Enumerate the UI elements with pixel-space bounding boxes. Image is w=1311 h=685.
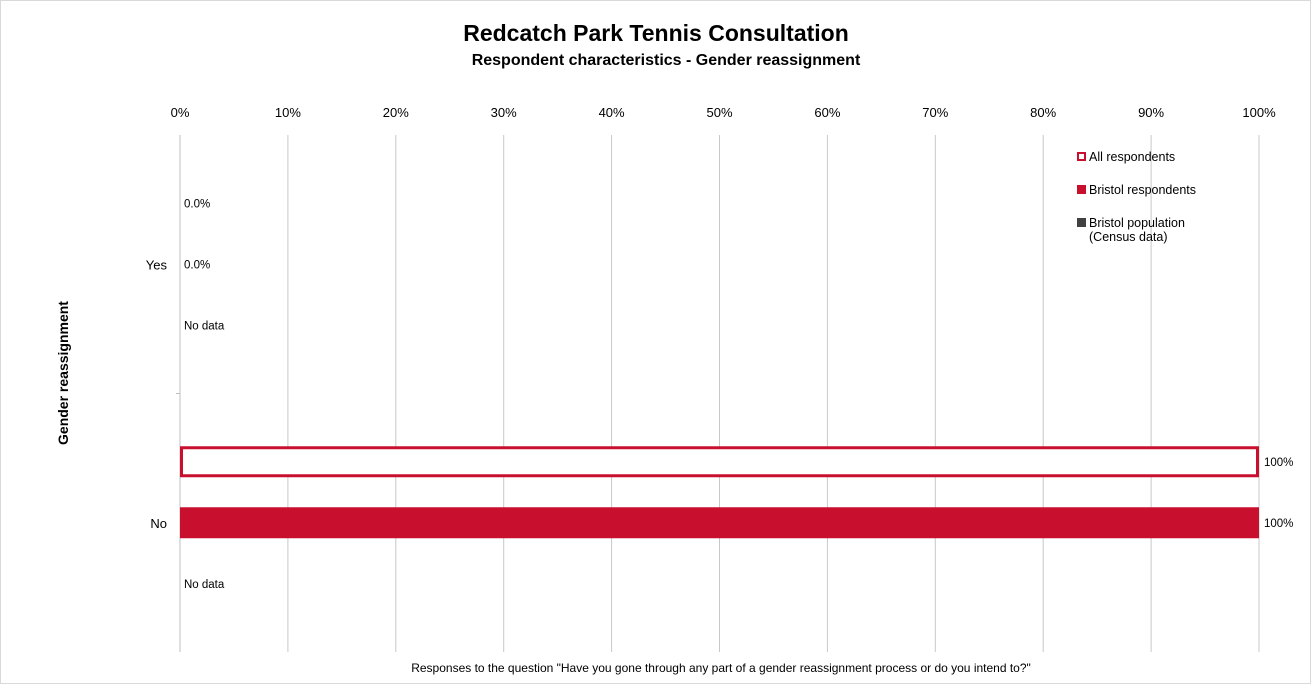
x-tick-label: 40% <box>599 105 625 120</box>
legend: All respondents Bristol respondents Bristo… <box>1077 150 1196 244</box>
y-axis-title: Gender reassignment <box>55 301 71 445</box>
x-tick-label: 60% <box>814 105 840 120</box>
legend-swatch <box>1077 185 1086 194</box>
legend-label: Bristol respondents <box>1089 183 1196 197</box>
data-label: No data <box>184 579 225 591</box>
x-tick-label: 30% <box>491 105 517 120</box>
x-tick-label: 70% <box>922 105 948 120</box>
data-label: 100% <box>1264 518 1293 530</box>
x-tick-label: 0% <box>171 105 190 120</box>
x-tick-labels: 0% 10% 20% 30% 40% 50% 60% 70% 80% 90% 100% <box>171 105 1276 120</box>
x-tick-label: 20% <box>383 105 409 120</box>
bar-1 <box>180 507 1259 539</box>
chart-subtitle: Respondent characteristics - Gender reas… <box>472 52 861 69</box>
x-axis-title: Responses to the question "Have you gone… <box>411 661 1031 675</box>
legend-label: (Census data) <box>1089 230 1168 244</box>
data-label: 0.0% <box>184 259 210 271</box>
data-label: 100% <box>1264 457 1293 469</box>
data-label: No data <box>184 320 225 332</box>
legend-label: All respondents <box>1089 150 1175 164</box>
grid-layer <box>176 135 1260 652</box>
bars-layer <box>180 446 1259 539</box>
x-tick-label: 100% <box>1242 105 1276 120</box>
x-tick-label: 80% <box>1030 105 1056 120</box>
x-tick-label: 90% <box>1138 105 1164 120</box>
legend-swatch-outline <box>1077 152 1086 161</box>
category-label: Yes <box>146 257 168 272</box>
data-label: 0.0% <box>184 198 210 210</box>
category-label: No <box>150 516 167 531</box>
chart-title: Redcatch Park Tennis Consultation <box>463 20 849 46</box>
x-tick-label: 10% <box>275 105 301 120</box>
data-labels: 0.0% 0.0% No data 100% 100% No data <box>184 198 1293 591</box>
x-tick-label: 50% <box>706 105 732 120</box>
legend-swatch <box>1077 218 1086 227</box>
category-labels: Yes No <box>146 257 168 531</box>
bar-0 <box>180 446 1259 478</box>
legend-label: Bristol population <box>1089 216 1185 230</box>
